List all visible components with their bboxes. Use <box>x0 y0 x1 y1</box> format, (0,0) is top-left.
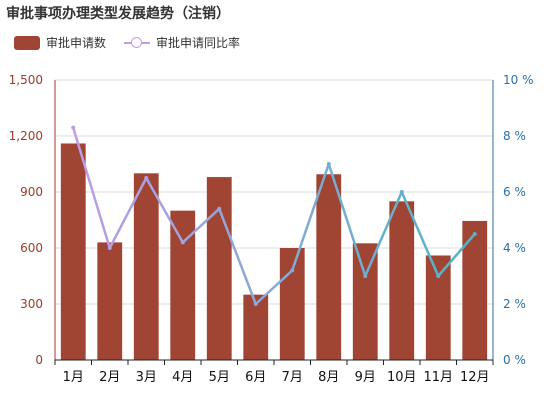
x-axis-tick-label: 8月 <box>318 370 339 385</box>
line-point <box>326 162 331 166</box>
bar <box>97 242 123 360</box>
x-axis-tick-label: 9月 <box>355 370 376 385</box>
bar <box>133 173 159 360</box>
bar <box>389 201 415 360</box>
left-axis-tick-label: 0 <box>35 353 43 367</box>
chart-title: 审批事项办理类型发展趋势（注销） <box>6 6 230 22</box>
left-axis-tick-label: 300 <box>20 297 43 311</box>
bar <box>60 143 86 360</box>
legend-bar-swatch <box>14 35 40 50</box>
bar <box>206 177 232 360</box>
left-axis-tick-label: 900 <box>20 185 43 199</box>
left-axis-tick-label: 1,500 <box>9 73 43 87</box>
left-axis-tick-label: 1,200 <box>9 129 43 143</box>
line-series <box>72 127 476 306</box>
line-point <box>472 232 477 236</box>
right-axis-tick-label: 8 % <box>503 129 526 143</box>
line-point <box>290 268 295 273</box>
x-axis-tick-label: 2月 <box>99 370 120 385</box>
x-axis-tick-label: 3月 <box>136 370 157 385</box>
x-axis-tick-label: 1月 <box>63 370 84 385</box>
right-axis-tick-label: 0 % <box>503 353 526 367</box>
legend-line-swatch <box>124 36 151 50</box>
bar <box>425 255 451 360</box>
legend-item-line[interactable]: 审批申请同比率 <box>124 34 240 51</box>
line-point <box>363 274 368 278</box>
line-point <box>399 190 404 194</box>
x-axis-tick-label: 11月 <box>423 370 453 385</box>
right-axis-tick-label: 4 % <box>503 241 526 255</box>
x-axis-tick-label: 10月 <box>387 370 417 385</box>
right-axis-tick-label: 6 % <box>503 185 526 199</box>
line-point <box>217 206 222 211</box>
line-point <box>71 125 76 130</box>
right-axis-tick-label: 2 % <box>503 297 526 311</box>
chart-legend: 审批申请数 审批申请同比率 <box>14 34 258 51</box>
x-axis-tick-label: 4月 <box>172 370 193 385</box>
line-point <box>180 240 185 245</box>
bar <box>279 248 305 360</box>
line-point <box>144 176 149 180</box>
x-axis-tick-label: 6月 <box>245 370 266 385</box>
line-point <box>107 246 112 250</box>
bar <box>462 220 488 360</box>
legend-line-label: 审批申请同比率 <box>156 36 241 50</box>
x-axis-tick-label: 5月 <box>209 370 230 385</box>
bar <box>352 243 378 360</box>
line-point <box>436 274 441 278</box>
legend-bar-label: 审批申请数 <box>46 36 107 50</box>
line-point <box>253 302 258 306</box>
legend-item-bar[interactable]: 审批申请数 <box>14 34 106 51</box>
x-axis-tick-label: 12月 <box>460 370 490 385</box>
left-axis-tick-label: 600 <box>20 241 43 255</box>
x-axis-tick-label: 7月 <box>282 370 303 385</box>
right-axis-tick-label: 10 % <box>503 73 534 87</box>
bar <box>316 174 342 360</box>
